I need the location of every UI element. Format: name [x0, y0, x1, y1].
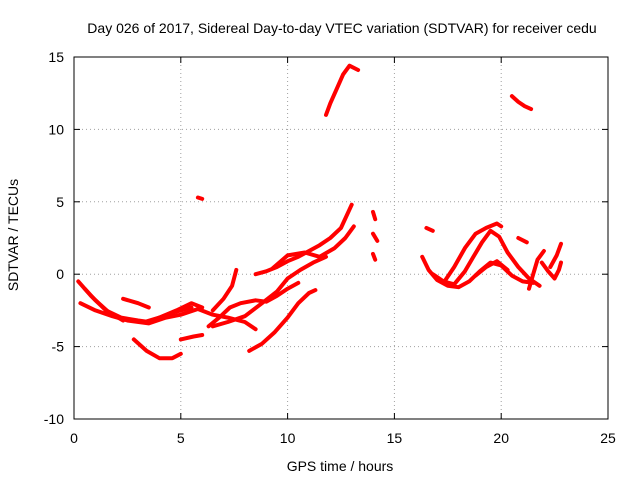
data-series-trace-27	[539, 260, 563, 281]
grid	[74, 57, 608, 419]
data-series-trace-23	[473, 259, 510, 278]
data-series-trace-2	[78, 301, 258, 332]
data-series-trace-6	[142, 301, 205, 324]
data-series-trace-4	[121, 296, 151, 310]
data-series-trace-15	[195, 195, 205, 201]
y-axis-title: SDTVAR / TECUs	[5, 179, 21, 291]
data-series-trace-16	[371, 209, 378, 222]
x-tick-label: 20	[493, 430, 509, 446]
data-series-trace-25	[516, 236, 529, 245]
data-series-trace-10	[210, 254, 328, 329]
data-series-trace-24	[509, 94, 534, 112]
y-tick-label: 5	[56, 194, 64, 210]
x-tick-label: 5	[177, 430, 185, 446]
data-series-trace-7	[178, 333, 205, 342]
y-tick-label: -10	[44, 411, 64, 427]
chart-title: Day 026 of 2017, Sidereal Day-to-day VTE…	[87, 20, 596, 36]
data-series-group	[76, 63, 563, 361]
data-series-trace-3	[82, 286, 126, 323]
data-series-trace-26	[527, 249, 546, 291]
data-series-trace-5	[131, 337, 183, 361]
y-tick-label: -5	[52, 339, 65, 355]
x-axis-title: GPS time / hours	[287, 458, 394, 474]
data-series-trace-14	[324, 63, 361, 117]
data-series-trace-8	[206, 280, 301, 329]
plot-frame	[73, 56, 609, 420]
data-series-trace-22	[441, 221, 504, 285]
y-tick-label: 15	[48, 49, 64, 65]
data-series-trace-17	[371, 231, 380, 243]
x-tick-label: 0	[70, 430, 78, 446]
x-tick-label: 10	[280, 430, 296, 446]
data-series-trace-21	[430, 228, 542, 288]
data-series-trace-12	[253, 202, 354, 277]
data-series-trace-28	[548, 241, 563, 269]
data-series-trace-11	[247, 288, 318, 353]
y-tick-label: 0	[56, 266, 64, 282]
y-tick-label: 10	[48, 121, 64, 137]
data-series-trace-9	[210, 267, 239, 313]
data-series-trace-19	[424, 225, 435, 233]
x-tick-label: 15	[387, 430, 403, 446]
axis-ticks: 0 5 10 15 20 25 -10 -5 0 5 10 15	[44, 49, 616, 446]
data-series-trace-18	[371, 251, 378, 262]
x-tick-label: 25	[600, 430, 616, 446]
data-series-trace-13	[270, 224, 356, 271]
